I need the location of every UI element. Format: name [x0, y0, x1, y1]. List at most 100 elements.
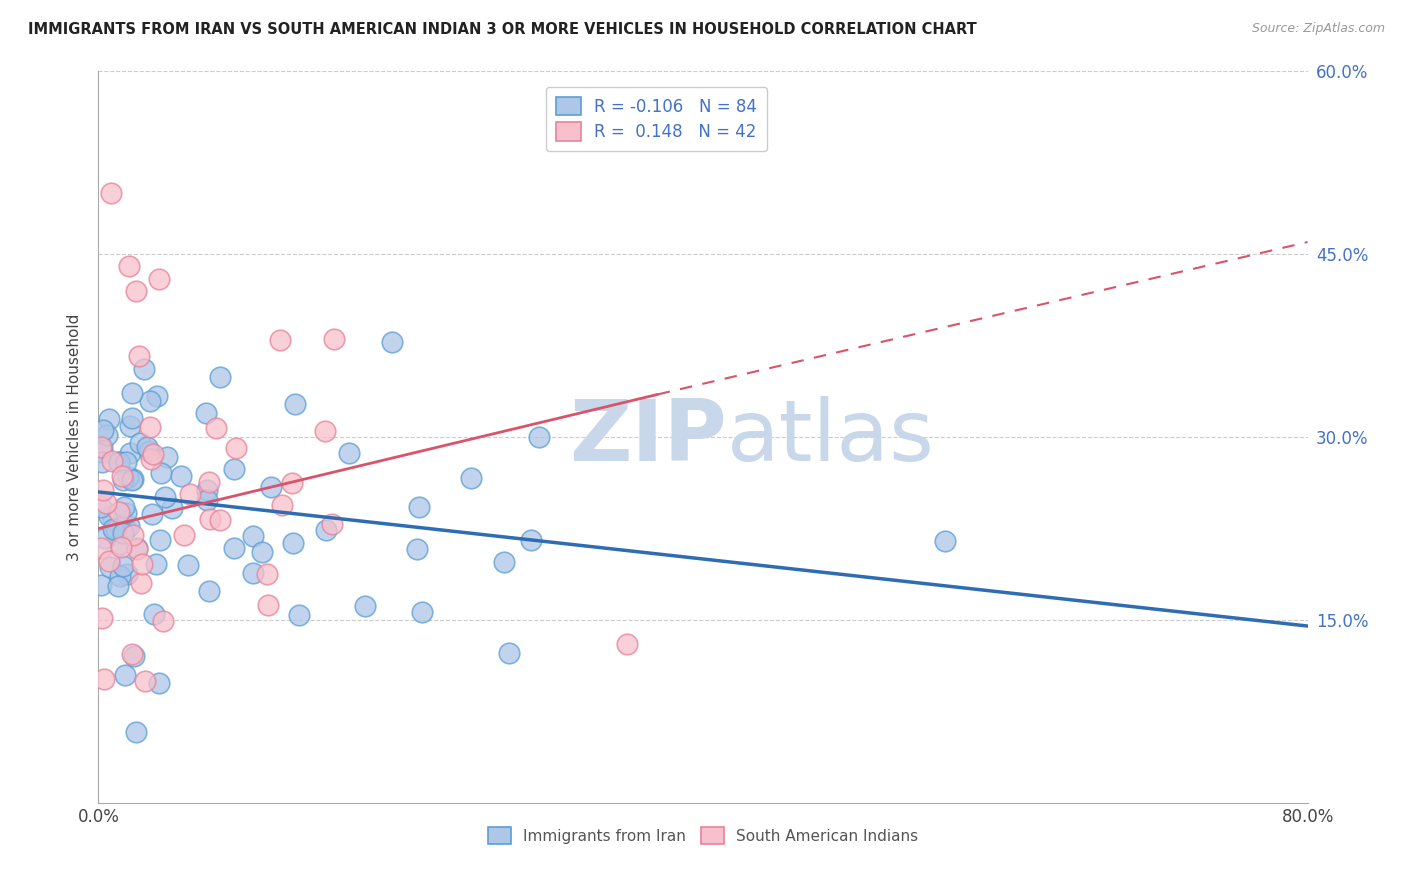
Point	[529, 430, 551, 444]
Point	[96, 496, 118, 510]
Point	[198, 475, 221, 490]
Point	[353, 599, 375, 613]
Point	[198, 512, 221, 526]
Point	[93, 672, 115, 686]
Point	[128, 349, 150, 363]
Point	[115, 455, 138, 469]
Point	[242, 528, 264, 542]
Point	[98, 554, 121, 568]
Point	[121, 648, 143, 662]
Point	[108, 455, 131, 469]
Point	[176, 558, 198, 572]
Point	[90, 455, 112, 469]
Point	[270, 499, 292, 513]
Point	[314, 425, 336, 439]
Point	[124, 649, 146, 664]
Point	[141, 447, 163, 461]
Point	[110, 541, 132, 555]
Point	[111, 473, 134, 487]
Point	[90, 541, 112, 556]
Text: ZIP: ZIP	[569, 395, 727, 479]
Point	[616, 637, 638, 651]
Point	[269, 333, 291, 347]
Point	[101, 511, 124, 525]
Point	[100, 186, 122, 201]
Point	[150, 467, 173, 481]
Point	[492, 555, 515, 569]
Point	[323, 332, 346, 346]
Point	[125, 284, 148, 298]
Point	[138, 443, 160, 458]
Point	[252, 545, 274, 559]
Point	[134, 673, 156, 688]
Point	[170, 468, 193, 483]
Point	[173, 527, 195, 541]
Point	[152, 614, 174, 628]
Point	[91, 483, 114, 497]
Point	[115, 567, 138, 582]
Legend: Immigrants from Iran, South American Indians: Immigrants from Iran, South American Ind…	[482, 822, 924, 850]
Point	[98, 411, 121, 425]
Point	[208, 369, 231, 384]
Point	[520, 533, 543, 547]
Point	[90, 500, 112, 514]
Point	[108, 505, 131, 519]
Point	[256, 566, 278, 581]
Point	[112, 500, 135, 514]
Point	[256, 599, 278, 613]
Point	[405, 541, 427, 556]
Point	[162, 500, 184, 515]
Point	[121, 386, 143, 401]
Point	[381, 335, 404, 350]
Point	[139, 420, 162, 434]
Point	[460, 471, 482, 485]
Point	[139, 451, 162, 466]
Point	[197, 483, 219, 498]
Point	[118, 418, 141, 433]
Point	[111, 469, 134, 483]
Point	[108, 455, 131, 469]
Text: atlas: atlas	[727, 395, 935, 479]
Point	[139, 394, 162, 409]
Point	[179, 487, 201, 501]
Point	[91, 423, 114, 437]
Point	[145, 557, 167, 571]
Point	[315, 524, 337, 538]
Point	[108, 537, 131, 551]
Point	[101, 454, 124, 468]
Point	[288, 608, 311, 623]
Point	[111, 558, 134, 573]
Point	[98, 560, 121, 574]
Point	[112, 525, 135, 540]
Point	[209, 513, 232, 527]
Point	[107, 579, 129, 593]
Point	[97, 509, 120, 524]
Point	[118, 260, 141, 274]
Point	[125, 725, 148, 739]
Point	[408, 500, 430, 515]
Point	[281, 536, 304, 550]
Point	[90, 441, 112, 455]
Point	[339, 446, 361, 460]
Point	[934, 533, 956, 548]
Point	[224, 541, 246, 555]
Y-axis label: 3 or more Vehicles in Household: 3 or more Vehicles in Household	[67, 313, 83, 561]
Point	[114, 506, 136, 520]
Point	[411, 605, 433, 619]
Point	[125, 541, 148, 556]
Point	[224, 462, 246, 476]
Point	[94, 531, 117, 545]
Point	[143, 607, 166, 621]
Point	[108, 569, 131, 583]
Point	[148, 271, 170, 285]
Point	[91, 440, 114, 454]
Point	[125, 541, 148, 556]
Point	[225, 441, 247, 455]
Point	[118, 519, 141, 533]
Point	[498, 646, 520, 660]
Text: Source: ZipAtlas.com: Source: ZipAtlas.com	[1251, 22, 1385, 36]
Point	[121, 473, 143, 487]
Point	[96, 428, 118, 442]
Point	[153, 490, 176, 504]
Point	[121, 411, 143, 425]
